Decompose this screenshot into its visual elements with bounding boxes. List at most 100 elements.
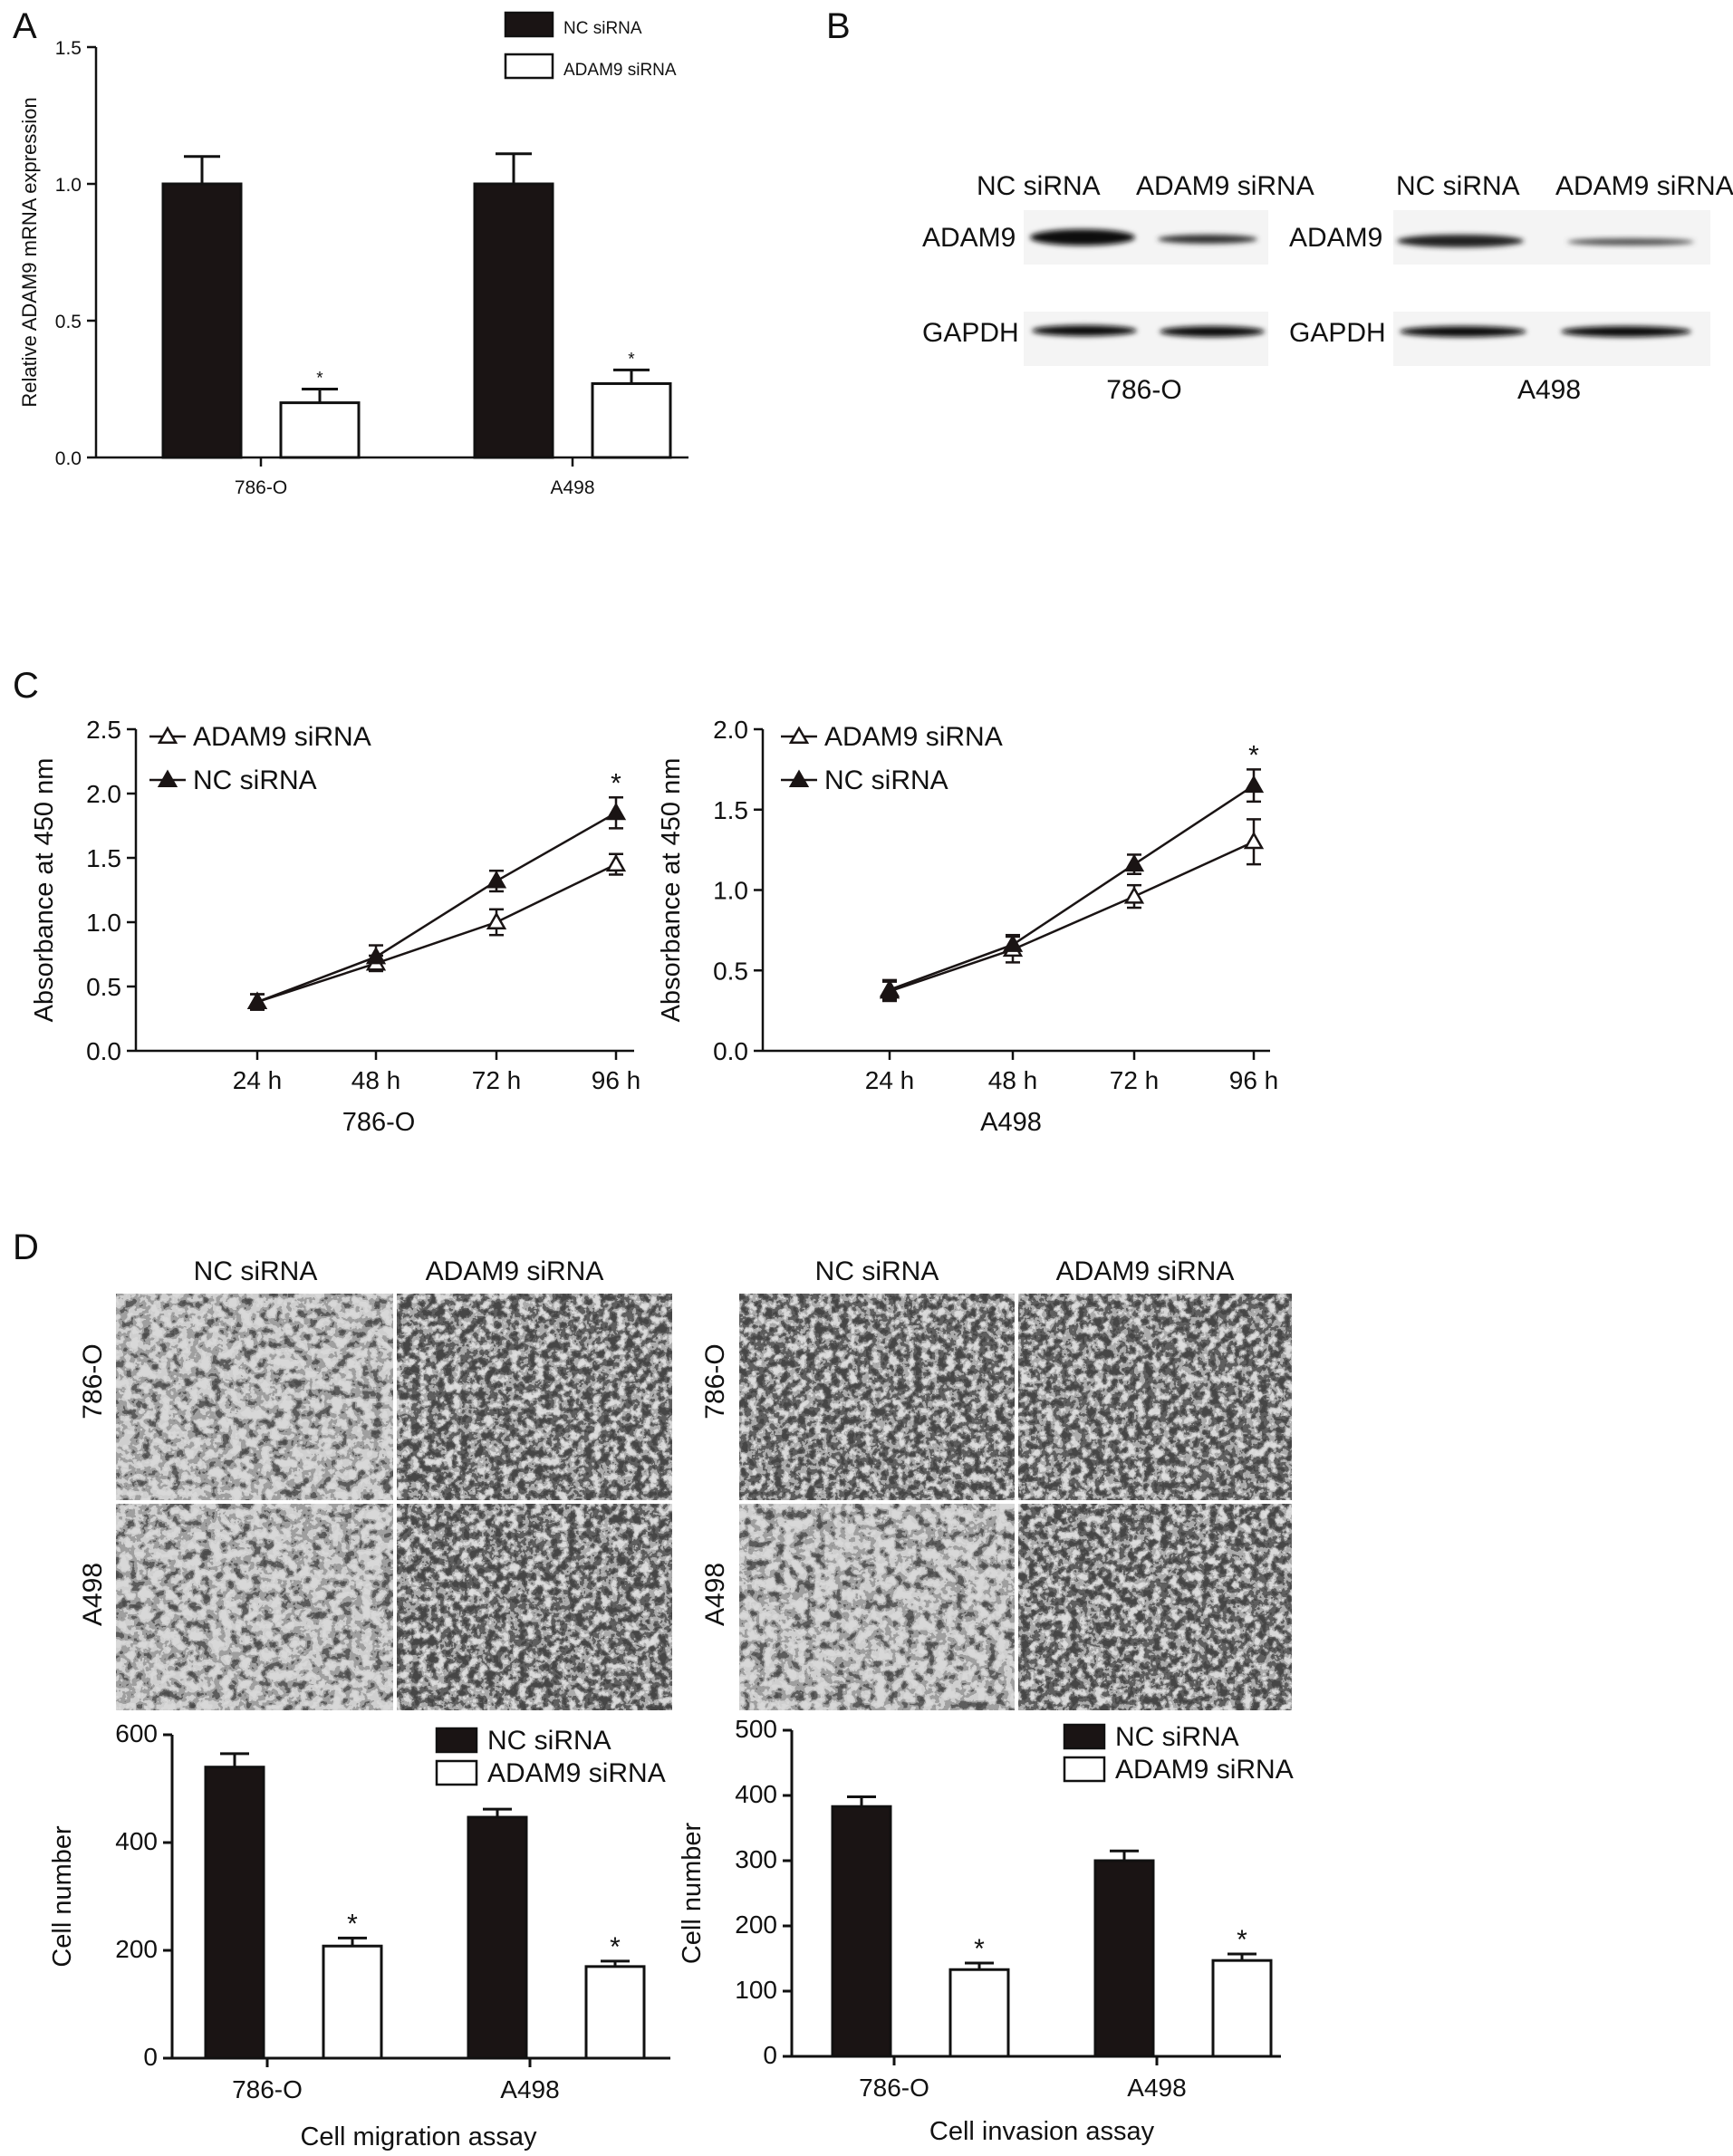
micrograph-migration-786-o-adam9 <box>397 1294 672 1500</box>
legend-marker-adam9-sirna <box>788 726 810 744</box>
x-tick-label: A498 <box>550 477 594 498</box>
significance-mark: * <box>610 1932 621 1962</box>
significance-mark: * <box>611 768 621 798</box>
x-tick-label: 786-O <box>235 477 287 498</box>
legend-swatch-adam9-sirna <box>1063 1756 1106 1783</box>
point-nc-sirna-48-h <box>365 946 387 965</box>
y-tick-label: 0.0 <box>86 1037 121 1065</box>
legend-label-nc-sirna: NC siRNA <box>824 765 948 795</box>
wb-row-label-gapdh-a498: GAPDH <box>1289 318 1386 348</box>
legend-swatch-nc-sirna <box>1063 1723 1106 1750</box>
wb-row-label-adam9-786-o: ADAM9 <box>922 223 1016 253</box>
point-nc-sirna-48-h <box>1002 934 1024 952</box>
y-tick-label: 300 <box>735 1845 777 1873</box>
legend-swatch-nc-sirna <box>504 11 554 38</box>
bar-786-o-nc-sirna <box>161 182 243 459</box>
micro-col-label-adam9-migration: ADAM9 siRNA <box>426 1256 604 1286</box>
y-axis-title: Relative ADAM9 mRNA expression <box>18 97 41 407</box>
x-axis-title: A498 <box>980 1108 1042 1137</box>
micro-row-label-786-o-invasion: 786-O <box>700 1343 730 1419</box>
wb-cell-line-a498: A498 <box>1517 375 1581 405</box>
y-tick-label: 1.5 <box>713 796 748 824</box>
bar-786-o-adam9-sirna <box>279 401 361 459</box>
x-tick-label: 96 h <box>1229 1066 1279 1094</box>
y-tick-label: 1.0 <box>55 175 82 196</box>
series-line-adam9-sirna <box>889 841 1255 993</box>
wb-band-adam9-si-a498 <box>1567 238 1694 245</box>
wb-band-adam9-si-786-o <box>1158 235 1257 244</box>
y-tick-label: 0 <box>763 2041 777 2069</box>
y-tick-label: 2.0 <box>713 716 748 744</box>
panel-label-c: C <box>13 666 39 706</box>
significance-mark: * <box>316 370 323 389</box>
x-tick-label: 48 h <box>988 1066 1038 1094</box>
x-tick-label: 72 h <box>472 1066 522 1094</box>
x-tick-label: 96 h <box>592 1066 641 1094</box>
western-blot-a498: NC siRNA ADAM9 siRNA ADAM9 GAPDH A498 <box>1289 171 1733 405</box>
wb-band-adam9-nc-a498 <box>1397 235 1524 247</box>
x-tick-label: 24 h <box>865 1066 915 1094</box>
point-adam9-sirna-96-h <box>1243 831 1265 850</box>
legend-label-nc-sirna: NC siRNA <box>193 765 317 795</box>
y-tick-label: 1.0 <box>713 877 748 905</box>
bar-a498-adam9-sirna <box>1211 1959 1273 2058</box>
point-nc-sirna-24-h <box>879 979 900 997</box>
bar-786-o-nc-sirna <box>204 1766 265 2060</box>
legend-marker-nc-sirna <box>788 769 810 787</box>
panel-label-a: A <box>13 6 37 46</box>
micrograph-migration-a498-adam9 <box>397 1504 672 1710</box>
legend-label-nc-sirna: NC siRNA <box>487 1726 611 1756</box>
legend-swatch-nc-sirna <box>435 1727 478 1754</box>
micrographs-invasion: NC siRNA ADAM9 siRNA 786-O A498 <box>700 1256 1292 1710</box>
wb-band-gapdh-nc-a498 <box>1400 326 1526 337</box>
y-tick-label: 600 <box>115 1719 158 1747</box>
x-tick-label: 786-O <box>232 2075 303 2103</box>
x-tick-label: A498 <box>1127 2074 1186 2102</box>
significance-mark: * <box>347 1909 358 1939</box>
series-line-nc-sirna <box>256 812 617 1004</box>
legend-label-nc-sirna: NC siRNA <box>1115 1722 1239 1752</box>
point-nc-sirna-72-h <box>486 871 507 889</box>
point-nc-sirna-24-h <box>246 991 268 1010</box>
legend-label-adam9-sirna: ADAM9 siRNA <box>824 722 1003 752</box>
y-tick-label: 1.5 <box>86 844 121 872</box>
panel-label-d: D <box>13 1227 39 1267</box>
panel-label-b: B <box>826 6 851 46</box>
wb-band-gapdh-nc-786-o <box>1032 325 1137 336</box>
wb-col-label-nc-a498: NC siRNA <box>1396 171 1520 201</box>
x-tick-label: 24 h <box>233 1066 283 1094</box>
micro-col-label-nc-invasion: NC siRNA <box>815 1256 939 1286</box>
y-tick-label: 400 <box>735 1780 777 1808</box>
wb-row-label-adam9-a498: ADAM9 <box>1289 223 1382 253</box>
micro-col-label-nc-migration: NC siRNA <box>194 1256 318 1286</box>
y-tick-label: 2.5 <box>86 716 121 744</box>
bar-a498-nc-sirna <box>467 1815 528 2060</box>
micrograph-migration-a498-nc <box>116 1504 393 1710</box>
y-tick-label: 0.5 <box>86 973 121 1001</box>
wb-strip-gapdh-a498 <box>1393 312 1710 366</box>
bar-786-o-adam9-sirna <box>322 1944 383 2060</box>
y-tick-label: 0.5 <box>713 957 748 985</box>
wb-col-label-adam9-a498: ADAM9 siRNA <box>1555 171 1733 201</box>
y-tick-label: 0.0 <box>713 1037 748 1065</box>
chart-a-mrna-expression: 0.0 0.5 1.0 1.5 Relative ADAM9 mRNA expressi… <box>18 11 688 498</box>
y-tick-label: 200 <box>735 1911 777 1939</box>
legend-label-adam9-sirna: ADAM9 siRNA <box>487 1758 666 1788</box>
micro-row-label-a498-invasion: A498 <box>700 1563 730 1626</box>
y-tick-label: 0.0 <box>55 448 82 469</box>
micro-row-label-a498-migration: A498 <box>78 1563 108 1626</box>
significance-mark: * <box>974 1934 985 1964</box>
legend-marker-nc-sirna <box>157 769 178 787</box>
legend-swatch-adam9-sirna <box>435 1759 478 1786</box>
point-nc-sirna-96-h <box>605 802 627 821</box>
y-tick-label: 1.5 <box>55 38 82 59</box>
x-tick-label: A498 <box>500 2075 559 2103</box>
micrographs-migration: NC siRNA ADAM9 siRNA 786-O A498 <box>78 1256 672 1710</box>
y-tick-label: 200 <box>115 1935 158 1963</box>
legend-swatch-adam9-sirna <box>504 53 554 80</box>
wb-strip-gapdh-786-o <box>1024 312 1268 366</box>
chart-d-invasion: 0 100 200 300 400 500 Cell number 786-O * A498 * Ce… <box>678 1715 1294 2146</box>
chart-d-migration: 0 200 400 600 Cell number 786-O * A498 * Cell mig… <box>48 1719 670 2151</box>
x-axis-title: 786-O <box>342 1108 416 1137</box>
x-tick-label: 786-O <box>859 2074 929 2102</box>
